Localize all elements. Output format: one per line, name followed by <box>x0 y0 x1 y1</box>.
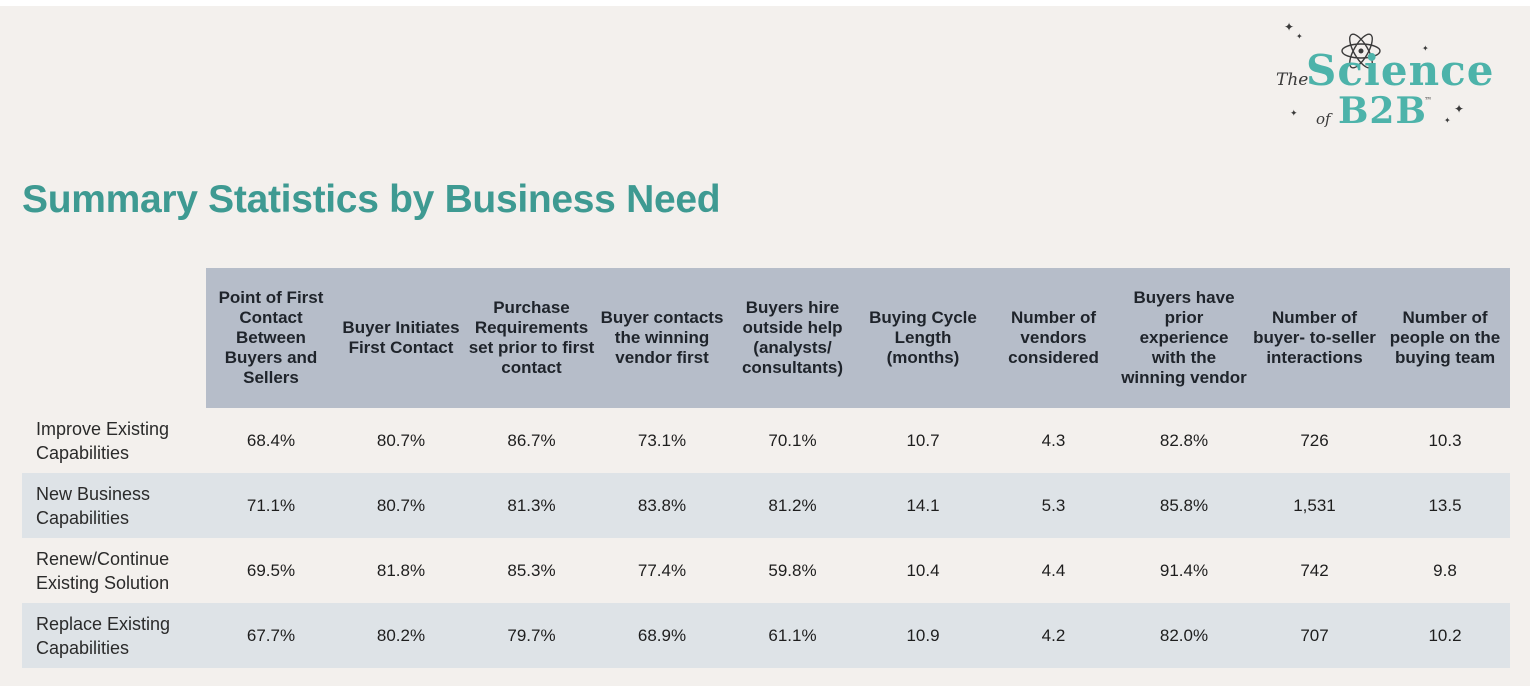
table-cell: 71.1% <box>206 473 336 538</box>
sparkle-icon: ✦ <box>1454 102 1465 116</box>
atom-icon <box>1341 33 1381 69</box>
logo-of: of <box>1316 110 1331 128</box>
table-row: Improve Existing Capabilities 68.4% 80.7… <box>22 408 1510 473</box>
table-row: Replace Existing Capabilities 67.7% 80.2… <box>22 603 1510 668</box>
table-cell: 61.1% <box>727 603 858 668</box>
table-cell: 81.2% <box>727 473 858 538</box>
table-cell: 59.8% <box>768 560 817 580</box>
table-cell: 80.7% <box>336 473 466 538</box>
table-cell: 10.2 <box>1380 603 1510 668</box>
table-cell: 82.0% <box>1119 603 1249 668</box>
table-row: Renew/Continue Existing Solution 69.5% 8… <box>22 538 1510 603</box>
table-cell: 80.2% <box>336 603 466 668</box>
table-cell: 68.9% <box>597 603 727 668</box>
table-cell: 81.8% <box>376 560 426 580</box>
sparkle-icon: ✦ <box>1290 108 1298 118</box>
column-header: Buyers hire outside help (analysts/ cons… <box>727 268 858 408</box>
table-cell: 10.3 <box>1428 430 1462 450</box>
column-header: Point of First Contact Between Buyers an… <box>206 268 336 408</box>
column-header: Purchase Requirements set prior to first… <box>466 268 597 408</box>
row-label: Improve Existing Capabilities <box>36 418 170 463</box>
table-cell: 707 <box>1249 603 1380 668</box>
table-cell: 742 <box>1300 560 1329 580</box>
table-row: New Business Capabilities 71.1% 80.7% 81… <box>22 473 1510 538</box>
logo-science: Science <box>1306 46 1495 95</box>
sparkle-icon: ✦ <box>1296 32 1303 41</box>
table-cell: 4.3 <box>1041 430 1066 450</box>
table-cell: 14.1 <box>858 473 988 538</box>
table-cell: 79.7% <box>466 603 597 668</box>
column-header: Buying Cycle Length (months) <box>858 268 988 408</box>
table-header-row: Point of First Contact Between Buyers an… <box>22 268 1510 408</box>
column-header: Buyers have prior experience with the wi… <box>1119 268 1249 408</box>
table-cell: 9.8 <box>1433 560 1457 580</box>
table-cell: 73.1% <box>637 430 687 450</box>
table-cell: 83.8% <box>597 473 727 538</box>
table-cell: 1,531 <box>1249 473 1380 538</box>
table-cell: 68.4% <box>246 430 296 450</box>
table-cell: 5.3 <box>988 473 1119 538</box>
table-cell: 81.3% <box>466 473 597 538</box>
sparkle-icon: ✦ <box>1444 116 1451 125</box>
table-cell: 4.4 <box>1041 560 1066 580</box>
table-cell: 80.7% <box>376 430 426 450</box>
column-header: Number of vendors considered <box>988 268 1119 408</box>
table-cell: 10.9 <box>858 603 988 668</box>
table-cell: 10.7 <box>906 430 940 450</box>
column-header: Number of buyer- to-seller interactions <box>1249 268 1380 408</box>
row-label: Replace Existing Capabilities <box>22 603 206 668</box>
table-cell: 13.5 <box>1380 473 1510 538</box>
page-title: Summary Statistics by Business Need <box>22 178 721 221</box>
table-cell: 726 <box>1300 430 1329 450</box>
sparkle-icon: ✦ <box>1422 44 1429 53</box>
column-header: Buyer contacts the winning vendor first <box>597 268 727 408</box>
header-corner <box>22 268 206 408</box>
row-label: New Business Capabilities <box>22 473 206 538</box>
table-cell: 4.2 <box>988 603 1119 668</box>
page-panel: ✦ ✦ ✦ ✦ ✦ ✦ The Science of B2B ™ Summary… <box>0 6 1530 686</box>
science-of-b2b-logo: ✦ ✦ ✦ ✦ ✦ ✦ The Science of B2B ™ <box>1266 18 1493 136</box>
table-cell: 91.4% <box>1159 560 1209 580</box>
logo-trademark: ™ <box>1424 96 1432 105</box>
table-cell: 69.5% <box>246 560 296 580</box>
column-header: Buyer Initiates First Contact <box>336 268 466 408</box>
summary-statistics-table: Point of First Contact Between Buyers an… <box>22 268 1510 668</box>
logo-b2b: B2B <box>1338 90 1427 132</box>
table-cell: 10.4 <box>906 560 940 580</box>
sparkle-icon: ✦ <box>1284 20 1295 34</box>
row-label: Renew/Continue Existing Solution <box>36 548 170 593</box>
table-cell: 86.7% <box>507 430 556 450</box>
table-cell: 70.1% <box>768 430 817 450</box>
table-cell: 85.3% <box>507 560 556 580</box>
table-cell: 82.8% <box>1159 430 1209 450</box>
table-cell: 77.4% <box>637 560 687 580</box>
table-cell: 67.7% <box>206 603 336 668</box>
table-cell: 85.8% <box>1119 473 1249 538</box>
column-header: Number of people on the buying team <box>1380 268 1510 408</box>
logo-the: The <box>1276 70 1309 90</box>
